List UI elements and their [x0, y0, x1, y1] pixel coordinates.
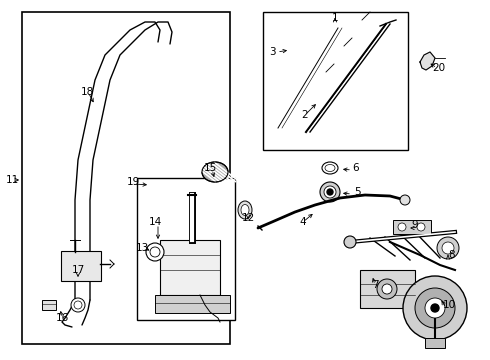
Circle shape: [437, 237, 459, 259]
Circle shape: [377, 279, 397, 299]
Text: 7: 7: [372, 280, 378, 290]
Bar: [160, 240, 220, 295]
Ellipse shape: [322, 162, 338, 174]
Text: 13: 13: [135, 243, 148, 253]
Text: 6: 6: [353, 163, 359, 173]
Bar: [263, 12, 408, 150]
Text: 5: 5: [354, 187, 360, 197]
Ellipse shape: [202, 162, 228, 182]
Text: 20: 20: [433, 63, 445, 73]
Text: 12: 12: [242, 213, 255, 223]
Bar: [425, 338, 445, 348]
Text: 14: 14: [148, 217, 162, 227]
Text: 3: 3: [269, 47, 275, 57]
Circle shape: [400, 195, 410, 205]
Circle shape: [403, 276, 467, 340]
Circle shape: [398, 223, 406, 231]
Bar: [155, 295, 230, 313]
Circle shape: [344, 236, 356, 248]
Bar: [137, 178, 235, 320]
Text: 19: 19: [126, 177, 140, 187]
Bar: [360, 270, 415, 308]
Ellipse shape: [238, 201, 252, 219]
Bar: [393, 220, 431, 234]
Text: 16: 16: [55, 313, 69, 323]
Polygon shape: [420, 52, 435, 70]
Text: 15: 15: [203, 163, 217, 173]
Text: 4: 4: [300, 217, 306, 227]
FancyBboxPatch shape: [61, 251, 101, 281]
Bar: [42, 300, 56, 310]
Circle shape: [431, 304, 439, 312]
Circle shape: [320, 182, 340, 202]
Text: 1: 1: [332, 13, 338, 23]
Text: 11: 11: [5, 175, 19, 185]
Ellipse shape: [325, 165, 335, 171]
Text: 10: 10: [442, 300, 456, 310]
Circle shape: [327, 189, 333, 195]
Circle shape: [442, 242, 454, 254]
Circle shape: [417, 223, 425, 231]
Circle shape: [415, 288, 455, 328]
Circle shape: [382, 284, 392, 294]
Circle shape: [146, 243, 164, 261]
Circle shape: [425, 298, 445, 318]
Text: 8: 8: [449, 250, 455, 260]
Text: 18: 18: [80, 87, 94, 97]
Ellipse shape: [241, 204, 249, 216]
Bar: [22, 12, 230, 344]
Circle shape: [71, 298, 85, 312]
Text: 9: 9: [412, 220, 418, 230]
Text: 2: 2: [302, 110, 308, 120]
Text: 17: 17: [72, 265, 85, 275]
Circle shape: [324, 186, 336, 198]
